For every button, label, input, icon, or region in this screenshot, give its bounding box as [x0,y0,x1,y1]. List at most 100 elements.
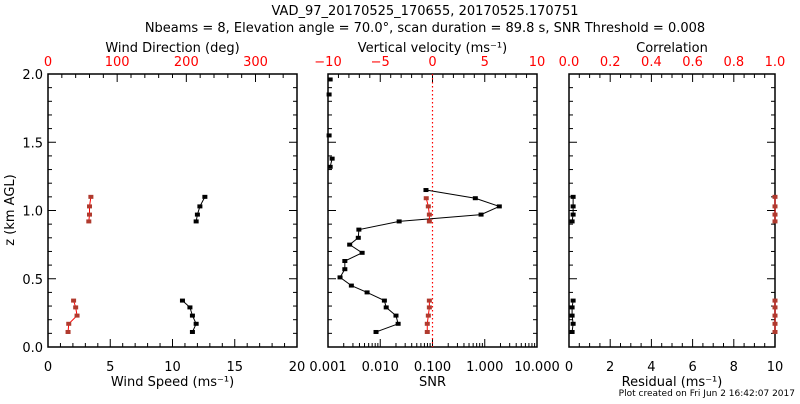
data-point [772,329,778,334]
panel-2: 0.001 0.010 0.100 1.000 10.000 −10 −5 0 5 10 SNR Ve… [309,41,559,390]
data-point [87,204,92,209]
data-point [570,298,576,303]
data-point [772,194,778,199]
y-tick-label: 1.5 [22,136,43,151]
data-point [194,212,200,217]
data-point [570,321,576,326]
x-tick-label: 10 [164,360,181,375]
x2-axis-label: Wind Direction (deg) [105,41,239,56]
series-wind-direction [65,194,94,334]
x2-tick-label: 0.8 [723,55,744,70]
data-point [423,188,429,193]
data-point [355,235,361,240]
data-point [423,196,429,201]
data-point [569,329,575,334]
series-vertical-velocity [423,196,432,334]
y-tick-label: 2.0 [22,68,43,83]
series-line [425,198,430,222]
data-point [569,305,575,310]
data-point [329,156,335,161]
data-point [88,194,94,199]
data-point [772,219,778,224]
title-line-2: Nbeams = 8, Elevation angle = 70.0°, sca… [145,21,705,36]
data-point [342,267,348,272]
data-point [381,298,387,303]
data-point [179,298,185,303]
data-point [478,212,484,217]
data-point [342,259,348,264]
data-point [425,313,431,318]
data-point [73,305,79,310]
x-tick-label: 1.000 [466,360,503,375]
x-axis-label: Residual (ms⁻¹) [622,375,723,390]
data-point [383,305,389,310]
data-point [472,196,478,201]
data-point [772,204,778,209]
x-tick-label: 0.001 [309,360,346,375]
x-tick-label: 20 [289,360,306,375]
x2-tick-label: −10 [314,55,341,70]
x2-tick-label: 0 [44,55,52,70]
series-line [195,196,206,222]
series-wind-speed [179,194,208,334]
data-point [426,298,432,303]
y-axis-label: z (km AGL) [3,174,18,245]
x2-tick-label: 5 [481,55,489,70]
x-tick-label: 4 [647,360,655,375]
x-tick-label: 0.010 [362,360,399,375]
y-tick-label: 1.0 [22,205,43,220]
data-point [426,212,432,217]
series-snr [326,77,502,334]
x2-tick-label: 300 [243,55,268,70]
data-point [772,305,778,310]
data-point [337,275,343,280]
data-point [569,219,575,224]
data-point [71,298,77,303]
data-point [347,242,353,247]
data-point [66,321,72,326]
data-point [327,77,333,82]
x-tick-label: 5 [106,360,114,375]
data-point [359,250,365,255]
series-line [88,196,92,222]
data-point [189,329,195,334]
data-point [570,212,576,217]
y-tick-label: 0.0 [22,341,43,356]
plot-frame [568,73,776,348]
series-correlation [772,194,778,334]
data-point [396,219,402,224]
data-point [74,313,80,318]
series-line [571,196,574,222]
x-tick-label: 6 [688,360,696,375]
data-point [202,194,208,199]
x2-tick-label: 100 [105,55,130,70]
x-axis-label: Wind Speed (ms⁻¹) [111,375,234,390]
data-point [189,313,195,318]
x2-axis-label: Vertical velocity (ms⁻¹) [358,41,507,56]
data-point [348,283,354,288]
x2-tick-label: 0.0 [559,55,580,70]
data-point [327,164,333,169]
x2-tick-label: −5 [371,55,390,70]
data-point [373,329,379,334]
x2-tick-label: 0 [428,55,436,70]
footer-timestamp: Plot created on Fri Jun 2 16:42:07 2017 [619,389,795,399]
data-point [193,321,199,326]
x-axis-label: SNR [419,375,446,390]
data-point [87,212,92,217]
data-point [496,204,502,209]
x-tick-label: 2 [606,360,614,375]
data-point [193,219,199,224]
data-point [356,227,362,232]
data-point [326,133,332,138]
title-line-1: VAD_97_20170525_170655, 20170525.170751 [272,4,579,19]
series-line [339,189,501,333]
x2-tick-label: 200 [174,55,199,70]
data-point [426,305,432,310]
data-point [570,204,576,209]
panel-3: 0 2 4 6 8 10 0.0 0.2 0.4 0.6 0.8 1.0 Residual (ms⁻¹)… [559,41,786,390]
x-tick-label: 15 [226,360,243,375]
data-point [424,329,430,334]
